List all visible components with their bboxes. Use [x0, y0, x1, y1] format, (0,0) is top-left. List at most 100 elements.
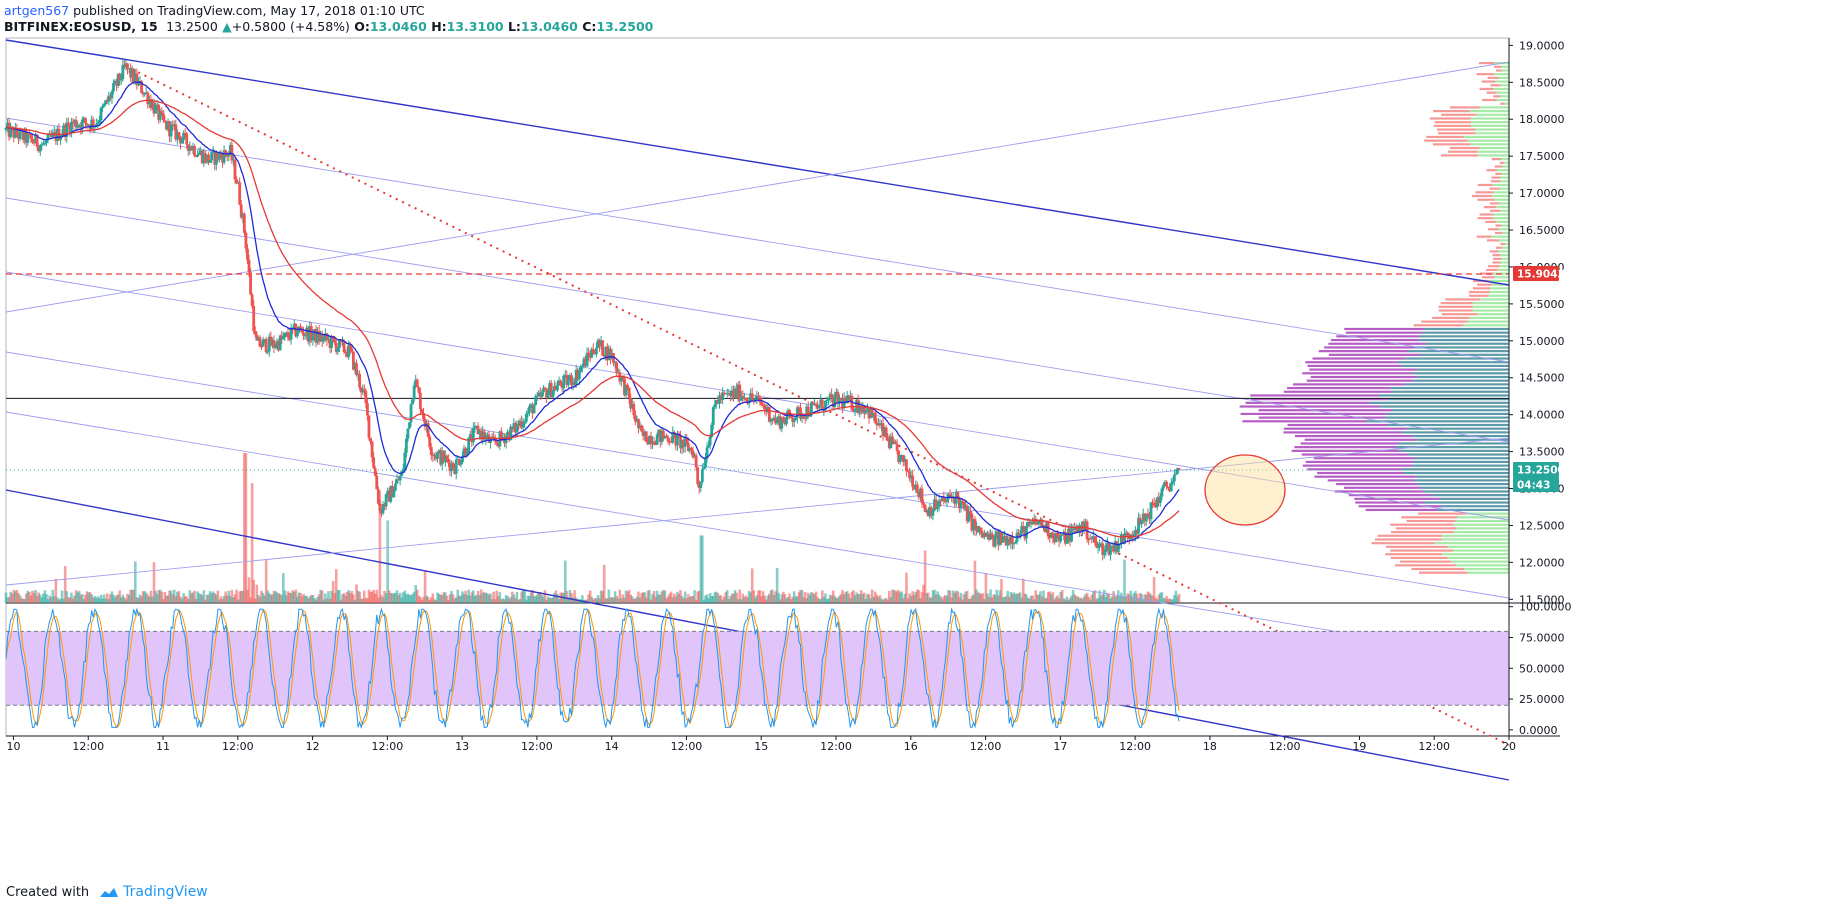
candle-body: [189, 146, 193, 151]
volume-bar: [602, 564, 606, 603]
volume-bar: [218, 599, 221, 603]
candle-body: [91, 119, 95, 128]
volume-bar: [348, 593, 352, 603]
candle-body: [577, 371, 581, 380]
highlight-circle: [1204, 454, 1286, 526]
profile-bar-up: [1494, 73, 1509, 76]
volume-bar: [42, 593, 45, 603]
stoch-tick-label: 75.0000: [1519, 631, 1565, 644]
candle-body: [461, 456, 464, 463]
candle-body: [540, 392, 544, 397]
candle-body: [225, 154, 229, 157]
candle-body: [342, 341, 346, 352]
price-tick-label: 15.0000: [1519, 335, 1565, 348]
profile-bar-down: [1242, 420, 1367, 423]
price-tick-label: 14.5000: [1519, 372, 1565, 385]
profile-bar-up: [1408, 453, 1509, 456]
volume-bar: [878, 595, 882, 603]
volume-bar: [135, 597, 139, 603]
volume-bar: [468, 595, 472, 603]
candle-body: [1084, 521, 1087, 532]
candle-body: [168, 121, 171, 137]
profile-bar-down: [1293, 383, 1406, 386]
candle-body: [283, 333, 287, 338]
volume-bar: [314, 599, 318, 603]
volume-bar: [937, 594, 941, 603]
candle-body: [1134, 530, 1137, 536]
volume-bar: [607, 589, 611, 603]
volume-bar: [761, 591, 765, 603]
volume-bar: [889, 596, 893, 603]
profile-bar-up: [1490, 287, 1509, 290]
candle-body: [848, 395, 852, 400]
volume-bar: [439, 594, 442, 603]
volume-bar: [229, 596, 232, 603]
candle-body: [320, 334, 324, 342]
candle-body: [919, 488, 922, 498]
volume-bar: [4, 592, 8, 603]
candle-body: [707, 445, 710, 448]
volume-bar: [1116, 590, 1120, 603]
candle-body: [218, 153, 221, 160]
candle-body: [336, 348, 340, 352]
profile-bar-up: [1453, 530, 1509, 534]
volume-bar: [176, 591, 179, 603]
time-tick-label: 11: [156, 740, 170, 753]
candle-body: [40, 144, 44, 146]
candle-body: [987, 533, 991, 540]
volume-bar: [501, 598, 505, 603]
last-price-label-box: [1513, 462, 1559, 478]
profile-bar-up: [1456, 564, 1509, 567]
candle-body: [1021, 526, 1025, 528]
candle-body: [891, 436, 894, 443]
profile-bar-up: [1467, 571, 1509, 574]
candle-body: [876, 423, 880, 426]
volume-bar: [1021, 578, 1025, 603]
candle-body: [788, 410, 791, 415]
volume-bar: [788, 593, 791, 603]
author-link[interactable]: artgen567: [4, 3, 70, 18]
volume-bar: [1101, 593, 1105, 603]
candle-body: [515, 423, 519, 433]
volume-bar: [32, 592, 36, 603]
volume-bar: [14, 591, 17, 603]
volume-bar: [883, 598, 886, 603]
volume-bar: [863, 592, 866, 603]
volume-bar: [545, 599, 548, 603]
volume-bar: [730, 593, 734, 603]
profile-bar-up: [1420, 486, 1509, 489]
volume-bar: [708, 593, 712, 603]
volume-bar: [721, 599, 724, 603]
symbol-name[interactable]: BITFINEX:EOSUSD, 15: [4, 19, 158, 34]
volume-bar: [1171, 599, 1175, 603]
time-tick-label: 12:00: [1119, 740, 1151, 753]
profile-bar-up: [1431, 494, 1509, 497]
volume-bar: [431, 593, 435, 603]
volume-bar: [1040, 596, 1044, 603]
candle-body: [235, 179, 238, 184]
countdown-label-box: [1513, 477, 1559, 493]
candle-body: [171, 124, 175, 127]
price-tick-label: 14.0000: [1519, 409, 1565, 422]
volume-bar: [440, 595, 444, 603]
profile-bar-up: [1492, 217, 1509, 220]
candle-body: [443, 455, 447, 463]
candle-body: [236, 182, 240, 184]
candle-body: [137, 81, 140, 86]
volume-bar: [1177, 593, 1181, 603]
candle-body: [993, 534, 997, 547]
candle-body: [328, 339, 332, 348]
volume-bar: [616, 598, 620, 603]
volume-bar: [191, 592, 195, 603]
volume-bar: [947, 589, 950, 603]
volume-bar: [230, 589, 234, 603]
profile-bar-down: [1448, 150, 1478, 153]
candle-body: [827, 398, 830, 401]
tradingview-logo[interactable]: TradingView: [97, 884, 208, 900]
candle-body: [626, 384, 629, 388]
candle-body: [925, 510, 929, 512]
candle-body: [214, 152, 218, 165]
time-tick-label: 12:00: [1418, 740, 1450, 753]
volume-bar: [962, 594, 966, 603]
